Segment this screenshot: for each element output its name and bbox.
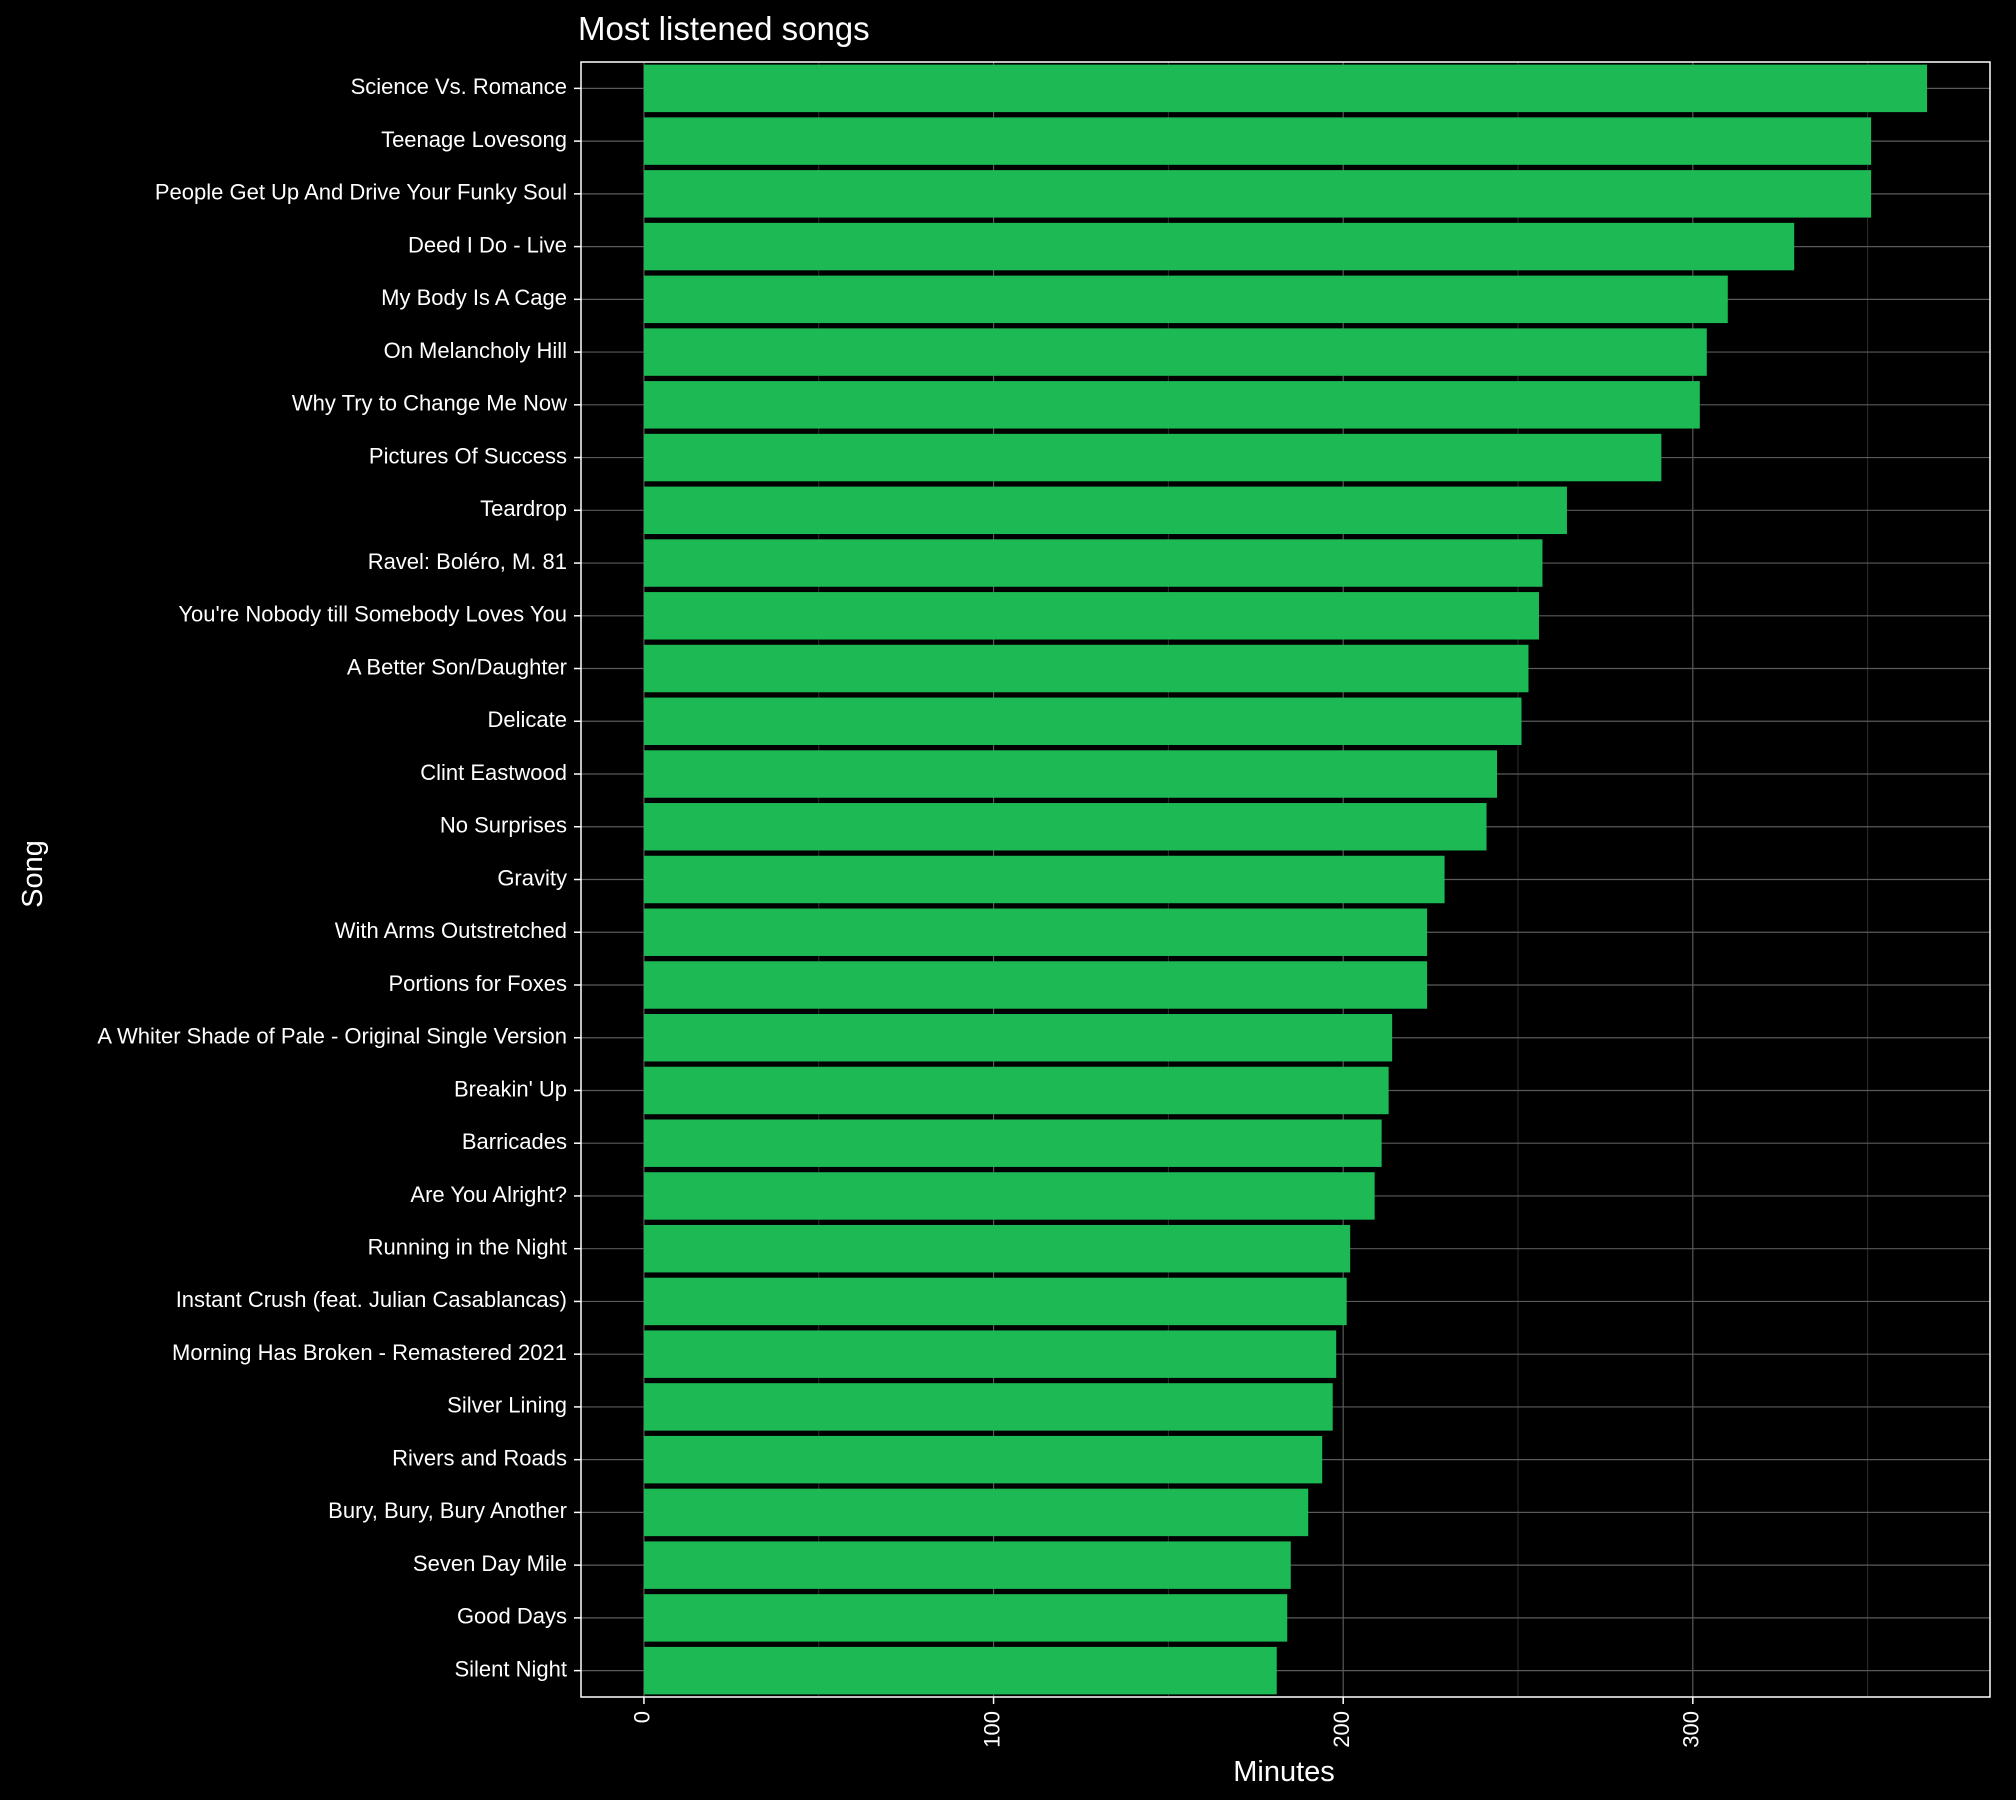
bar xyxy=(643,803,1487,851)
bar xyxy=(643,961,1428,1009)
bar xyxy=(643,1435,1323,1484)
bar xyxy=(643,1066,1389,1115)
x-tick-label: 0 xyxy=(630,1711,655,1723)
x-axis-title: Minutes xyxy=(1233,1756,1335,1788)
chart-title: Most listened songs xyxy=(578,10,870,47)
bar xyxy=(643,644,1529,693)
y-tick-label: Seven Day Mile xyxy=(413,1551,567,1576)
bar xyxy=(643,1277,1347,1326)
y-tick-label: On Melancholy Hill xyxy=(384,338,567,363)
bar xyxy=(643,592,1539,640)
y-tick-label: People Get Up And Drive Your Funky Soul xyxy=(155,180,567,205)
bar xyxy=(643,64,1928,113)
y-tick-label: Pictures Of Success xyxy=(369,443,567,468)
bar xyxy=(643,1488,1309,1537)
y-tick-label: Teenage Lovesong xyxy=(381,127,567,152)
y-tick-label: Morning Has Broken - Remastered 2021 xyxy=(172,1340,567,1365)
bar xyxy=(643,381,1700,429)
bar xyxy=(643,697,1522,746)
bar xyxy=(643,486,1567,535)
bar xyxy=(643,908,1428,956)
y-axis-title: Song xyxy=(17,840,49,908)
x-tick-label: 100 xyxy=(979,1711,1004,1748)
x-axis: 0 100 200 300 xyxy=(630,1697,1704,1748)
bar xyxy=(643,855,1445,904)
y-tick-label: Delicate xyxy=(488,707,567,732)
y-tick-label: Ravel: Boléro, M. 81 xyxy=(368,549,567,574)
y-tick-label: You're Nobody till Somebody Loves You xyxy=(178,602,567,627)
bar xyxy=(643,1119,1382,1167)
bar xyxy=(643,539,1543,587)
y-tick-label: Rivers and Roads xyxy=(392,1445,567,1470)
bar xyxy=(643,1013,1393,1062)
y-tick-label: Bury, Bury, Bury Another xyxy=(328,1498,567,1523)
y-tick-label: Gravity xyxy=(497,865,567,890)
bar xyxy=(643,170,1872,218)
y-tick-label: Why Try to Change Me Now xyxy=(292,391,567,416)
y-tick-label: Science Vs. Romance xyxy=(351,74,567,99)
y-tick-label: With Arms Outstretched xyxy=(335,918,567,943)
y-tick-label: Teardrop xyxy=(480,496,567,521)
bar xyxy=(643,1383,1333,1431)
bar xyxy=(643,1594,1288,1642)
bar xyxy=(643,1224,1351,1273)
y-tick-label: Deed I Do - Live xyxy=(408,232,567,257)
y-tick-label: Breakin' Up xyxy=(454,1076,567,1101)
bar xyxy=(643,433,1662,482)
y-tick-label: Silent Night xyxy=(454,1656,567,1681)
bar xyxy=(643,1330,1337,1378)
y-axis: Science Vs. Romance Teenage Lovesong Peopl… xyxy=(97,74,581,1681)
bar xyxy=(643,117,1872,165)
bar xyxy=(643,275,1728,324)
y-tick-label: Running in the Night xyxy=(368,1235,567,1260)
bar xyxy=(643,328,1707,376)
y-tick-label: A Whiter Shade of Pale - Original Single… xyxy=(97,1024,567,1049)
bar xyxy=(643,750,1498,798)
y-tick-label: Barricades xyxy=(462,1129,567,1154)
y-tick-label: Good Days xyxy=(457,1604,567,1629)
bar xyxy=(643,1541,1291,1589)
y-tick-label: My Body Is A Cage xyxy=(381,285,567,310)
bar xyxy=(643,1172,1375,1220)
bar xyxy=(643,1646,1277,1695)
x-tick-label: 300 xyxy=(1679,1711,1704,1748)
y-tick-label: Are You Alright? xyxy=(410,1182,567,1207)
bars xyxy=(643,64,1928,1695)
y-tick-label: A Better Son/Daughter xyxy=(347,654,567,679)
y-tick-label: Instant Crush (feat. Julian Casablancas) xyxy=(176,1287,567,1312)
bar xyxy=(643,222,1795,271)
y-tick-label: Silver Lining xyxy=(447,1393,567,1418)
y-tick-label: Portions for Foxes xyxy=(388,971,567,996)
y-tick-label: Clint Eastwood xyxy=(420,760,567,785)
y-tick-label: No Surprises xyxy=(440,813,567,838)
x-tick-label: 200 xyxy=(1329,1711,1354,1748)
